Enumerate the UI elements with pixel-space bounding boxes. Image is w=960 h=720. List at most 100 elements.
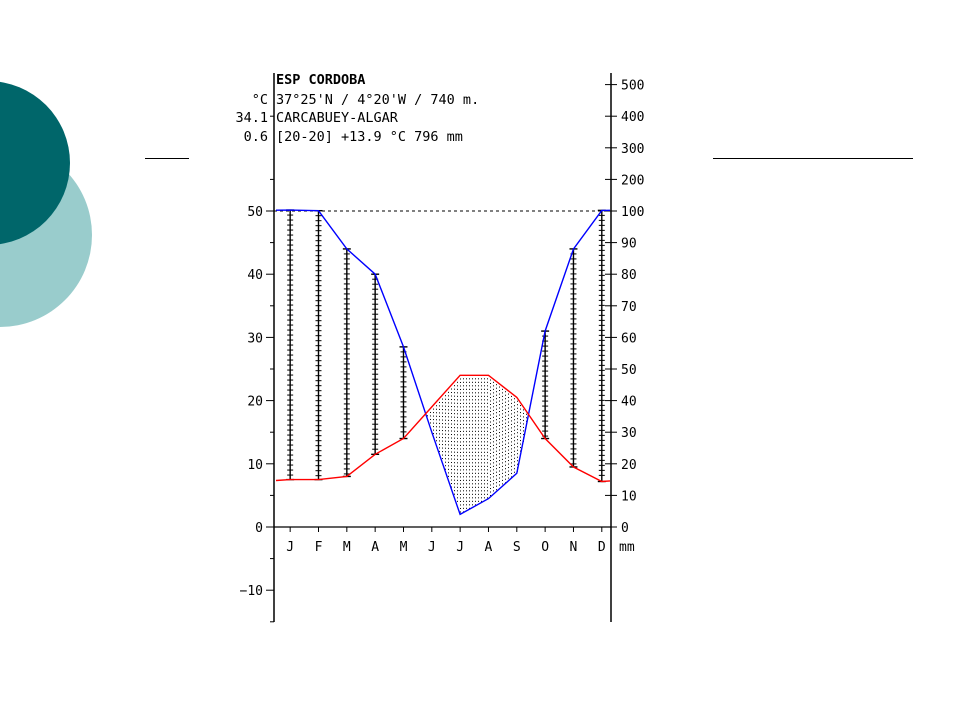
dry-dot (496, 436, 497, 438)
dry-dot (496, 405, 497, 407)
dry-dot (448, 409, 449, 411)
dry-dot (505, 457, 506, 459)
dry-dot (463, 441, 464, 443)
dry-dot (436, 415, 437, 417)
dry-dot (457, 444, 458, 446)
dry-dot (499, 470, 500, 472)
dry-dot (472, 416, 473, 418)
precip-tick-label: 90 (621, 237, 637, 252)
dry-dot (487, 451, 488, 453)
dry-dot (490, 484, 491, 486)
dry-dot (427, 415, 428, 417)
dry-dot (505, 440, 506, 442)
dry-dot (475, 378, 476, 380)
month-label: S (513, 540, 521, 555)
dry-dot (463, 493, 464, 495)
dry-dot (460, 395, 461, 397)
dry-dot (481, 395, 482, 397)
station-name: CARCABUEY-ALGAR (276, 110, 399, 126)
dry-dot (472, 497, 473, 499)
dry-dot (460, 462, 461, 464)
dry-dot (508, 439, 509, 441)
dry-dot (451, 448, 452, 450)
dry-dot (463, 437, 464, 439)
dry-dot (481, 479, 482, 481)
dry-dot (478, 500, 479, 502)
precip-tick-label: 0 (621, 521, 629, 536)
dry-dot (484, 448, 485, 450)
dry-dot (466, 385, 467, 387)
dry-dot (487, 395, 488, 397)
month-label: A (485, 540, 493, 555)
dry-dot (448, 451, 449, 453)
dry-dot (499, 386, 500, 388)
month-label: J (428, 540, 436, 555)
dry-dot (499, 390, 500, 392)
dry-dot (475, 465, 476, 467)
dry-dot (511, 406, 512, 408)
dry-dot (493, 441, 494, 443)
dry-dot (478, 399, 479, 401)
dry-dot (511, 465, 512, 467)
dry-dot (523, 416, 524, 418)
dry-dot (523, 412, 524, 414)
dry-dot (493, 381, 494, 383)
dry-dot (499, 411, 500, 413)
dry-dot (469, 444, 470, 446)
dry-dot (505, 391, 506, 393)
dry-dot (481, 500, 482, 502)
dry-dot (460, 504, 461, 506)
dry-dot (454, 395, 455, 397)
precip-tick-label: 400 (621, 110, 644, 125)
dry-dot (466, 507, 467, 509)
dry-dot (505, 412, 506, 414)
dry-dot (478, 486, 479, 488)
dry-dot (496, 468, 497, 470)
precip-tick-label: 70 (621, 300, 637, 315)
dry-dot (508, 460, 509, 462)
dry-dot (460, 402, 461, 404)
dry-dot (445, 451, 446, 453)
dry-dot (496, 384, 497, 386)
dry-dot (469, 395, 470, 397)
dry-dot (448, 412, 449, 414)
dry-dot (511, 409, 512, 411)
dry-dot (460, 507, 461, 509)
dry-dot (487, 469, 488, 471)
dry-dot (520, 447, 521, 449)
dry-dot (466, 444, 467, 446)
dry-dot (466, 458, 467, 460)
dry-dot (469, 388, 470, 390)
dry-dot (448, 430, 449, 432)
dry-dot (487, 497, 488, 499)
dry-dot (508, 428, 509, 430)
dry-dot (445, 412, 446, 414)
dry-dot (514, 433, 515, 435)
dry-dot (457, 392, 458, 394)
dry-dot (457, 437, 458, 439)
dry-dot (451, 469, 452, 471)
dry-dot (451, 392, 452, 394)
dry-dot (463, 476, 464, 478)
dry-dot (454, 441, 455, 443)
dry-dot (511, 462, 512, 464)
dry-dot (496, 401, 497, 403)
dry-dot (514, 412, 515, 414)
dry-dot (475, 476, 476, 478)
dry-dot (490, 446, 491, 448)
dry-dot (457, 399, 458, 401)
dry-dot (514, 415, 515, 417)
dry-dot (454, 455, 455, 457)
month-label: M (343, 540, 351, 555)
dry-dot (508, 470, 509, 472)
precip-tick-label: 30 (621, 426, 637, 441)
dry-dot (466, 413, 467, 415)
dry-dot (478, 483, 479, 485)
dry-dot (445, 416, 446, 418)
dry-dot (463, 392, 464, 394)
dry-dot (505, 422, 506, 424)
dry-dot (454, 423, 455, 425)
dry-dot (463, 378, 464, 380)
dry-dot (466, 416, 467, 418)
dry-dot (505, 468, 506, 470)
